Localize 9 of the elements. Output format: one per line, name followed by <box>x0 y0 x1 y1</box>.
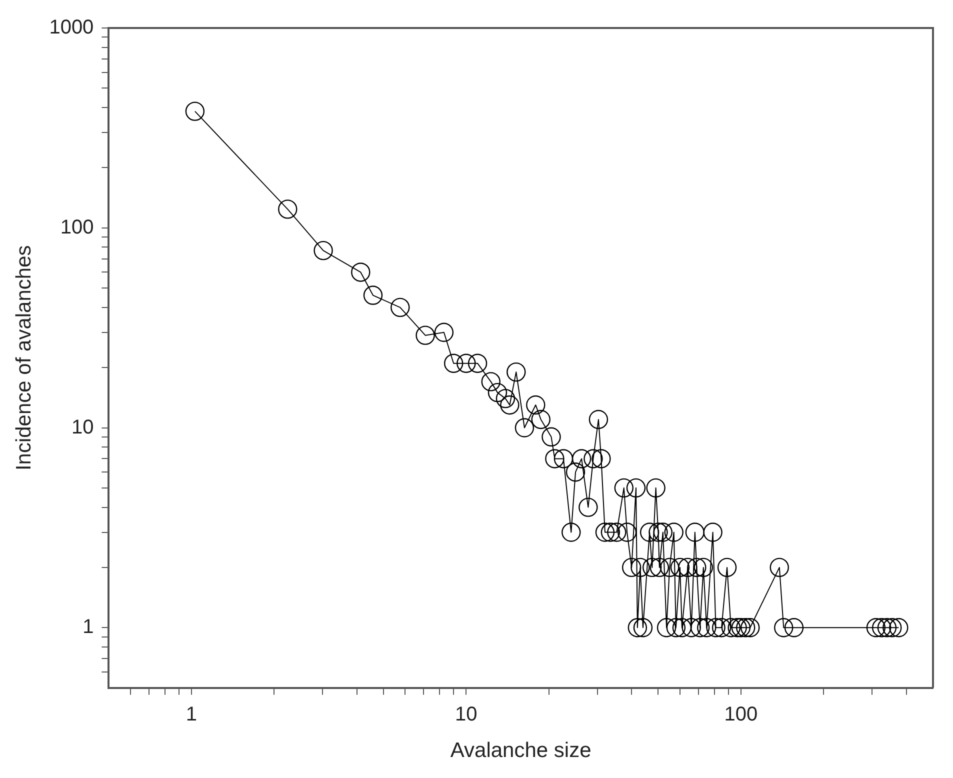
x-tick-label: 10 <box>455 703 478 726</box>
y-tick-label: 1000 <box>49 16 94 39</box>
x-tick-label: 100 <box>724 703 758 726</box>
y-tick-label: 10 <box>71 416 94 438</box>
y-tick-label: 1 <box>82 616 94 638</box>
x-tick-label: 1 <box>186 703 197 726</box>
y-tick-label: 100 <box>60 216 94 238</box>
x-axis-title: Avalanche size <box>450 739 592 762</box>
y-axis-title: Incidence of avalanches <box>12 245 36 471</box>
